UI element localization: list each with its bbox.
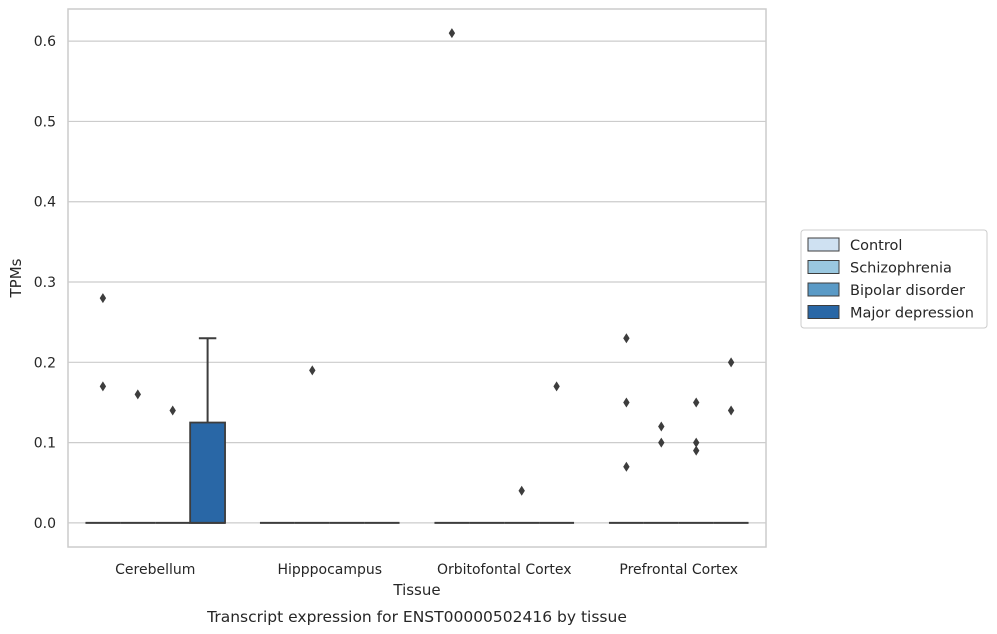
legend-label: Major depression (850, 306, 974, 322)
outlier-marker (518, 485, 525, 496)
x-tick-labels: Cerebellum Hipppocampus Orbitofontal Corte… (115, 562, 738, 578)
legend-label: Control (850, 238, 902, 254)
y-tick-label: 0.2 (34, 355, 56, 371)
grid-lines (68, 40, 766, 524)
outlier-marker (169, 405, 176, 416)
x-tick-label: Hipppocampus (277, 562, 382, 578)
legend: Control Schizophrenia Bipolar disorder Majo… (800, 229, 988, 329)
legend-items: Control Schizophrenia Bipolar disorder Majo… (807, 237, 974, 322)
y-tick-label: 0.5 (34, 114, 56, 130)
outlier-marker (134, 389, 141, 400)
outlier-marker (623, 461, 630, 472)
y-axis-title: TPMs (7, 258, 25, 298)
outlier-marker (693, 437, 700, 448)
plot-frame (67, 8, 767, 548)
chart-caption: Transcript expression for ENST0000050241… (206, 608, 627, 626)
legend-label: Schizophrenia (850, 261, 952, 277)
outlier-marker (553, 381, 560, 392)
outlier-marker (99, 293, 107, 304)
y-tick-label: 0.3 (34, 275, 56, 291)
legend-swatch (807, 305, 840, 319)
legend-swatch (807, 260, 840, 274)
outlier-marker (693, 397, 700, 408)
outlier-marker (99, 381, 107, 392)
y-tick-label: 0.1 (34, 436, 56, 452)
x-tick-label: Cerebellum (115, 562, 195, 578)
outlier-marker (727, 405, 735, 416)
x-tick-label: Orbitofontal Cortex (437, 562, 572, 578)
y-tick-labels: 0.0 0.1 0.2 0.3 0.4 0.5 0.6 (34, 34, 56, 532)
legend-frame (800, 229, 988, 329)
outlier-marker (623, 333, 630, 344)
y-tick-label: 0.0 (34, 516, 56, 532)
box-series (85, 337, 749, 524)
legend-swatch (807, 282, 840, 297)
y-tick-label: 0.6 (34, 34, 56, 50)
outlier-marker (658, 437, 665, 448)
outlier-marker (309, 365, 316, 376)
outlier-marker (727, 357, 735, 368)
y-tick-label: 0.4 (34, 195, 56, 211)
legend-swatch (807, 237, 840, 252)
outlier-marker (693, 445, 700, 456)
box (189, 337, 226, 524)
outlier-marker (658, 421, 665, 432)
outlier-marker (623, 397, 630, 408)
x-tick-label: Prefrontal Cortex (619, 562, 738, 578)
box-body (189, 421, 226, 524)
outlier-marker (448, 28, 456, 39)
legend-label: Bipolar disorder (850, 283, 965, 299)
outlier-points (99, 28, 735, 496)
plot-background (68, 9, 766, 547)
x-axis-title: Tissue (392, 581, 440, 599)
